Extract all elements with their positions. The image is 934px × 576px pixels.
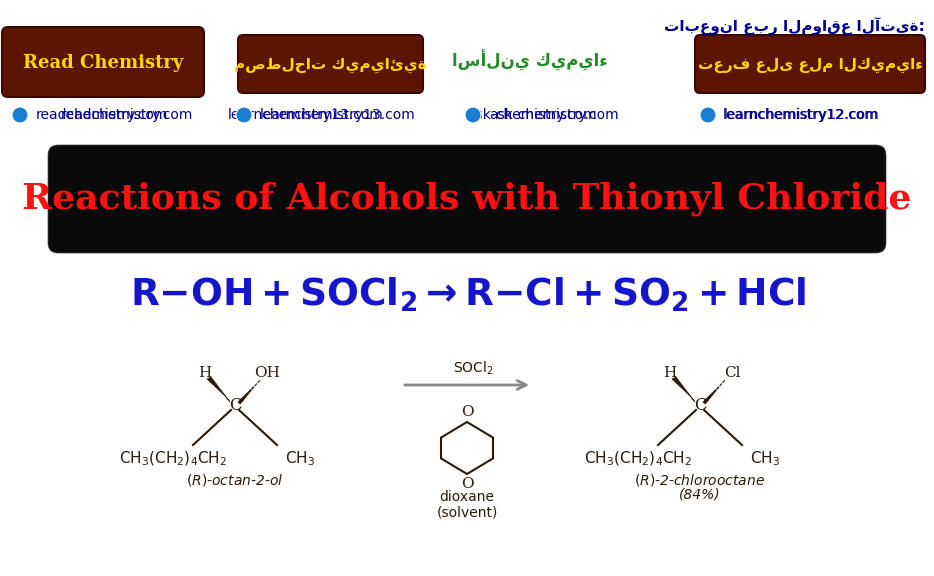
FancyBboxPatch shape	[48, 145, 886, 253]
Text: H: H	[663, 366, 676, 380]
Polygon shape	[672, 377, 695, 402]
FancyBboxPatch shape	[695, 35, 925, 93]
Text: dioxane: dioxane	[440, 490, 494, 504]
Text: $\mathregular{CH_3(CH_2)_4CH_2}$: $\mathregular{CH_3(CH_2)_4CH_2}$	[119, 450, 227, 468]
Text: $\mathbf{R{-}OH + SOCl_2 \rightarrow R{-}Cl + SO_2 + HCl}$: $\mathbf{R{-}OH + SOCl_2 \rightarrow R{-…	[130, 276, 806, 314]
Text: readchemistry.com: readchemistry.com	[61, 108, 193, 122]
Text: $(R)$-2-chlorooctane: $(R)$-2-chlorooctane	[634, 472, 766, 488]
Text: تابعونا عبر المواقع الآتية:: تابعونا عبر المواقع الآتية:	[664, 18, 925, 36]
Text: readchemistry.com: readchemistry.com	[36, 108, 168, 122]
Text: C: C	[229, 396, 241, 414]
Text: Reactions of Alcohols with Thionyl Chloride: Reactions of Alcohols with Thionyl Chlor…	[22, 182, 912, 216]
Text: learnchemistry12.com: learnchemistry12.com	[724, 108, 880, 122]
Text: ask-chemistry.com: ask-chemistry.com	[468, 108, 597, 122]
Text: (solvent): (solvent)	[436, 505, 498, 519]
Text: learnchemistry13.com: learnchemistry13.com	[260, 108, 416, 122]
Text: $\mathregular{CH_3(CH_2)_4CH_2}$: $\mathregular{CH_3(CH_2)_4CH_2}$	[584, 450, 692, 468]
Text: learnchemistry13.com: learnchemistry13.com	[228, 108, 384, 122]
Text: تعرف على علم الكيمياء: تعرف على علم الكيمياء	[698, 58, 923, 73]
Circle shape	[12, 107, 28, 123]
Text: اسألني كيمياء: اسألني كيمياء	[452, 50, 608, 71]
Circle shape	[465, 107, 481, 123]
Text: $\mathregular{CH_3}$: $\mathregular{CH_3}$	[750, 450, 780, 468]
Text: O: O	[460, 477, 474, 491]
Text: (84%): (84%)	[679, 488, 721, 502]
Text: $\mathregular{CH_3}$: $\mathregular{CH_3}$	[285, 450, 315, 468]
Text: C: C	[694, 396, 706, 414]
Text: $\mathregular{SOCl_2}$: $\mathregular{SOCl_2}$	[453, 359, 494, 377]
Text: $(R)$-octan-2-ol: $(R)$-octan-2-ol	[186, 472, 284, 488]
Text: learnchemistry12.com: learnchemistry12.com	[723, 108, 879, 122]
Text: O: O	[460, 405, 474, 419]
Circle shape	[700, 107, 716, 123]
FancyBboxPatch shape	[2, 27, 204, 97]
Circle shape	[236, 107, 252, 123]
Text: Read Chemistry: Read Chemistry	[22, 54, 183, 72]
FancyBboxPatch shape	[238, 35, 423, 93]
Text: H: H	[198, 366, 212, 380]
Text: ask-chemistry.com: ask-chemistry.com	[489, 108, 618, 122]
Text: Cl: Cl	[724, 366, 741, 380]
Text: مصطلحات كيميائية: مصطلحات كيميائية	[234, 58, 427, 73]
Text: OH: OH	[254, 366, 280, 380]
Polygon shape	[207, 377, 230, 402]
